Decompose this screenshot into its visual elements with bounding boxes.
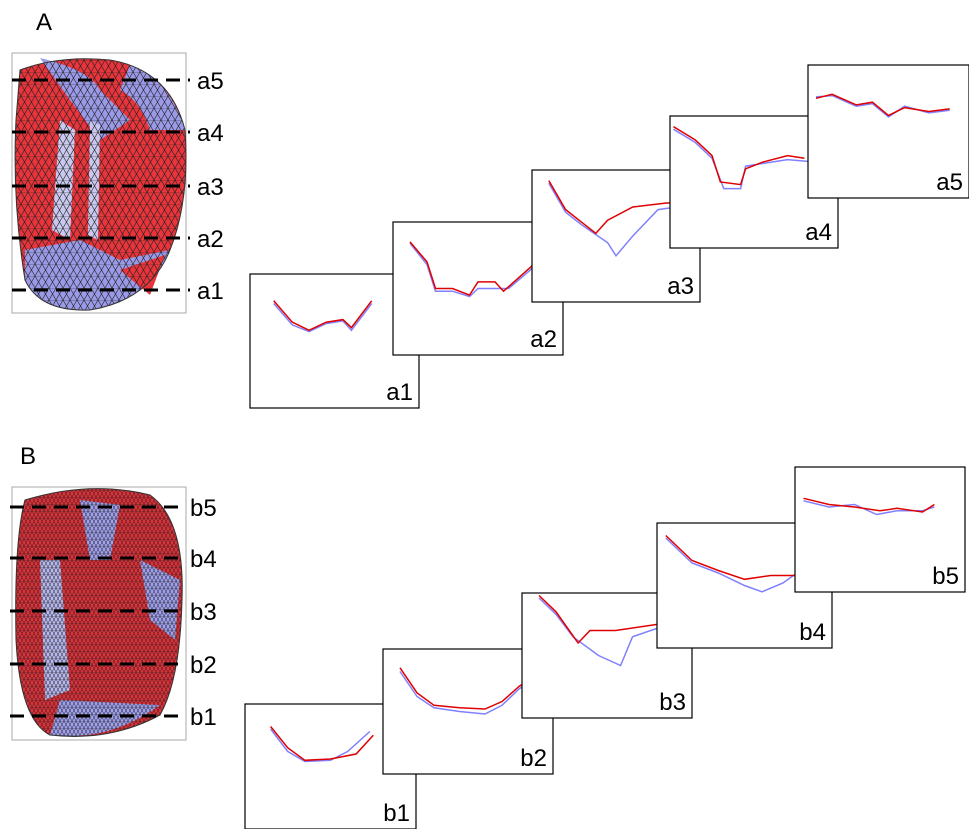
mesh-b xyxy=(12,487,186,740)
cut-label: b3 xyxy=(190,599,217,626)
slice-label: b4 xyxy=(799,619,826,646)
cut-label: a4 xyxy=(197,120,224,147)
slice-label: a3 xyxy=(667,273,694,300)
mesh-a xyxy=(12,53,186,313)
slice-label: a5 xyxy=(936,169,963,196)
slice-label: b5 xyxy=(932,563,959,590)
cut-label: b2 xyxy=(190,652,217,679)
slice-label: a2 xyxy=(530,326,557,353)
cut-label: b1 xyxy=(190,704,217,731)
cut-label: a2 xyxy=(197,226,224,253)
slice-label: b1 xyxy=(383,800,410,827)
panel-label: B xyxy=(20,443,36,470)
cut-label: a5 xyxy=(197,68,224,95)
cut-label: a3 xyxy=(197,174,224,201)
slice-label: b3 xyxy=(659,689,686,716)
panel-label: A xyxy=(36,9,52,36)
slice-label: a1 xyxy=(386,379,413,406)
cut-label: b4 xyxy=(190,546,217,573)
slice-label: b2 xyxy=(520,745,547,772)
slice-label: a4 xyxy=(805,219,832,246)
cut-label: a1 xyxy=(197,278,224,305)
figure: A B a1 a2 a3 a4 a5 a1 a2 a3 a4 a5 b1 b2 b3 b4 b5 b1 b2 b3… xyxy=(0,0,969,829)
cut-label: b5 xyxy=(190,495,217,522)
